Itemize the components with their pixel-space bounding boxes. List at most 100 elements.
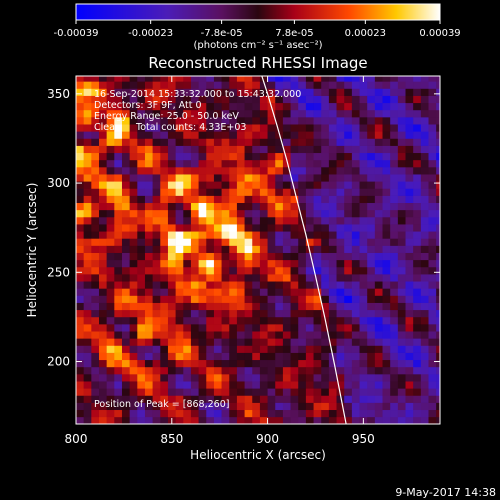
heatmap-cell (144, 88, 153, 96)
heatmap-cell (83, 209, 92, 218)
heatmap-cell (183, 274, 192, 282)
heatmap-cell (436, 138, 440, 146)
heatmap-cell (413, 76, 422, 82)
heatmap-cell (336, 295, 345, 303)
heatmap-cell (282, 374, 291, 382)
heatmap-cell (213, 145, 222, 154)
heatmap-cell (275, 281, 284, 289)
heatmap-cell (190, 195, 199, 204)
heatmap-cell (183, 309, 192, 318)
heatmap-cell (298, 88, 307, 96)
heatmap-cell (244, 238, 253, 246)
heatmap-cell (282, 102, 291, 111)
heatmap-cell (129, 138, 138, 146)
heatmap-cell (382, 366, 391, 375)
heatmap-cell (328, 174, 337, 182)
heatmap-cell (91, 138, 100, 146)
heatmap-cell (198, 138, 207, 146)
heatmap-cell (275, 174, 284, 182)
heatmap-cell (259, 252, 268, 261)
heatmap-cell (321, 388, 330, 396)
heatmap-cell (129, 95, 138, 104)
heatmap-cell (313, 345, 322, 353)
heatmap-cell (428, 274, 437, 282)
heatmap-cell (198, 295, 207, 303)
heatmap-cell (137, 159, 146, 168)
heatmap-cell (114, 145, 123, 154)
heatmap-cell (213, 374, 222, 382)
heatmap-cell (229, 167, 238, 175)
heatmap-cell (275, 324, 284, 332)
heatmap-cell (152, 195, 161, 204)
heatmap-cell (121, 145, 130, 154)
heatmap-cell (144, 359, 153, 368)
heatmap-cell (236, 145, 245, 154)
heatmap-cell (91, 181, 100, 189)
heatmap-cell (114, 345, 123, 353)
heatmap-cell (114, 331, 123, 339)
heatmap-cell (420, 202, 429, 211)
heatmap-cell (367, 309, 376, 318)
heatmap-cell (76, 388, 84, 396)
heatmap-cell (298, 381, 307, 389)
heatmap-cell (436, 259, 440, 268)
heatmap-cell (198, 388, 207, 396)
heatmap-cell (198, 324, 207, 332)
heatmap-cell (405, 302, 414, 311)
heatmap-cell (328, 167, 337, 175)
heatmap-cell (152, 288, 161, 296)
heatmap-cell (336, 331, 345, 339)
heatmap-cell (98, 188, 107, 196)
heatmap-cell (121, 281, 130, 289)
heatmap-cell (160, 202, 169, 211)
heatmap-cell (390, 295, 399, 303)
heatmap-cell (206, 159, 215, 168)
heatmap-cell (167, 145, 176, 154)
heatmap-cell (121, 359, 130, 368)
heatmap-cell (282, 231, 291, 239)
heatmap-cell (374, 181, 383, 189)
heatmap-cell (367, 288, 376, 296)
heatmap-cell (229, 216, 238, 225)
heatmap-cell (206, 259, 215, 268)
heatmap-cell (405, 109, 414, 118)
heatmap-cell (351, 366, 360, 375)
heatmap-cell (221, 395, 230, 403)
heatmap-cell (160, 109, 169, 118)
heatmap-cell (244, 252, 253, 261)
heatmap-cell (336, 274, 345, 282)
heatmap-cell (259, 359, 268, 368)
heatmap-cell (114, 76, 123, 82)
heatmap-cell (390, 231, 399, 239)
heatmap-cell (374, 216, 383, 225)
heatmap-cell (428, 95, 437, 104)
heatmap-cell (244, 395, 253, 403)
heatmap-cell (282, 181, 291, 189)
heatmap-cell (359, 195, 368, 204)
heatmap-cell (252, 295, 261, 303)
heatmap-cell (413, 388, 422, 396)
heatmap-cell (160, 138, 169, 146)
heatmap-cell (397, 224, 406, 232)
heatmap-cell (152, 259, 161, 268)
heatmap-cell (175, 224, 184, 232)
heatmap-cell (259, 188, 268, 196)
heatmap-cell (275, 381, 284, 389)
heatmap-cell (397, 181, 406, 189)
heatmap-cell (167, 345, 176, 353)
heatmap-cell (328, 195, 337, 204)
heatmap-cell (114, 352, 123, 361)
heatmap-cell (336, 395, 345, 403)
heatmap-cell (382, 259, 391, 268)
heatmap-cell (144, 131, 153, 139)
heatmap-cell (374, 366, 383, 375)
heatmap-cell (344, 238, 353, 246)
heatmap-cell (420, 395, 429, 403)
heatmap-cell (167, 138, 176, 146)
heatmap-cell (213, 174, 222, 182)
heatmap-cell (351, 188, 360, 196)
heatmap-cell (428, 366, 437, 375)
heatmap-cell (152, 281, 161, 289)
heatmap-cell (98, 416, 107, 424)
heatmap-cell (144, 302, 153, 311)
